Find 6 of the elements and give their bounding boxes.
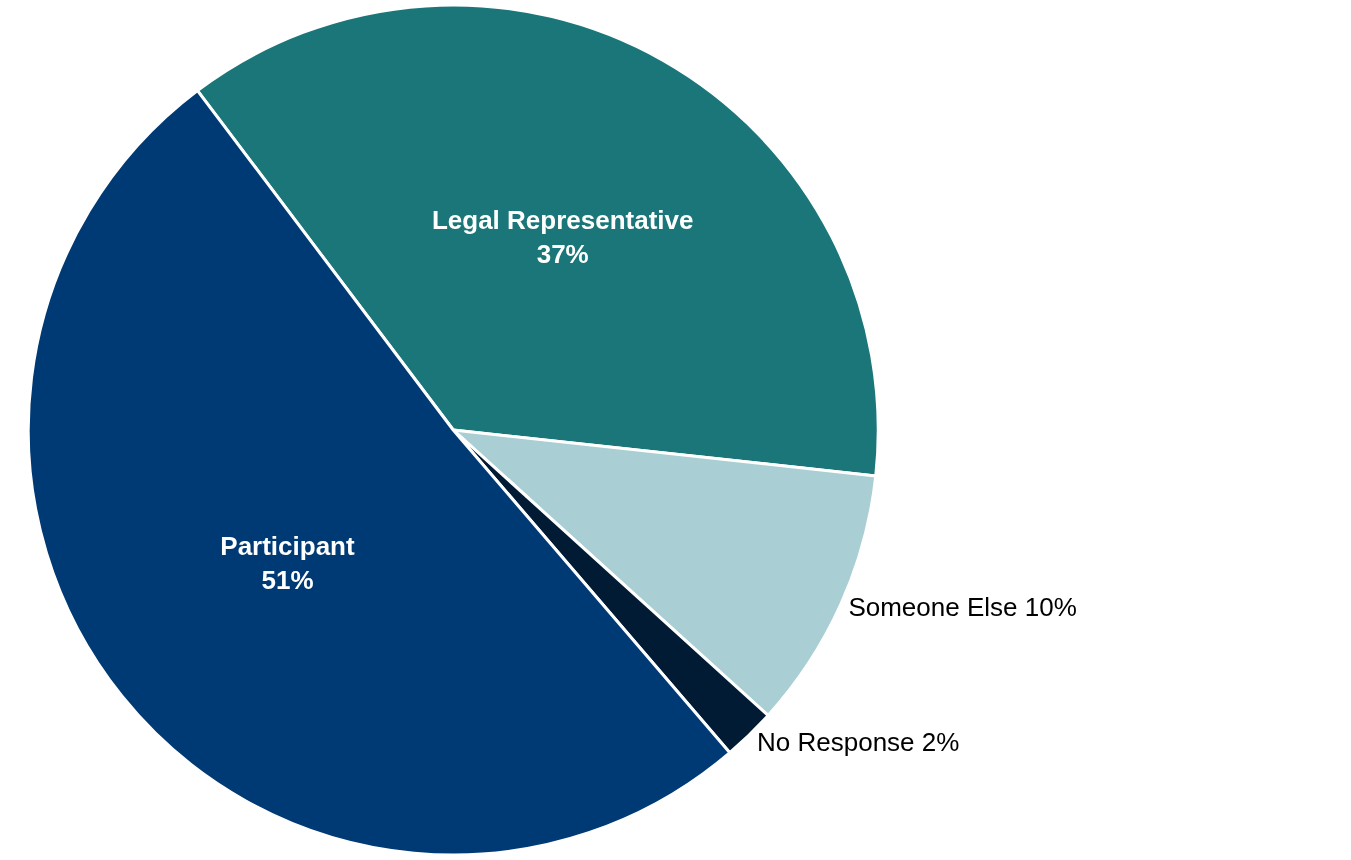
data-label: 51% — [261, 565, 314, 596]
slice-label: Legal Representative — [431, 205, 694, 236]
slice-label: Participant — [220, 531, 355, 562]
slice-label: Someone Else 10% — [848, 591, 1077, 622]
data-label: 37% — [536, 239, 589, 270]
slice-label: No Response 2% — [757, 727, 960, 758]
